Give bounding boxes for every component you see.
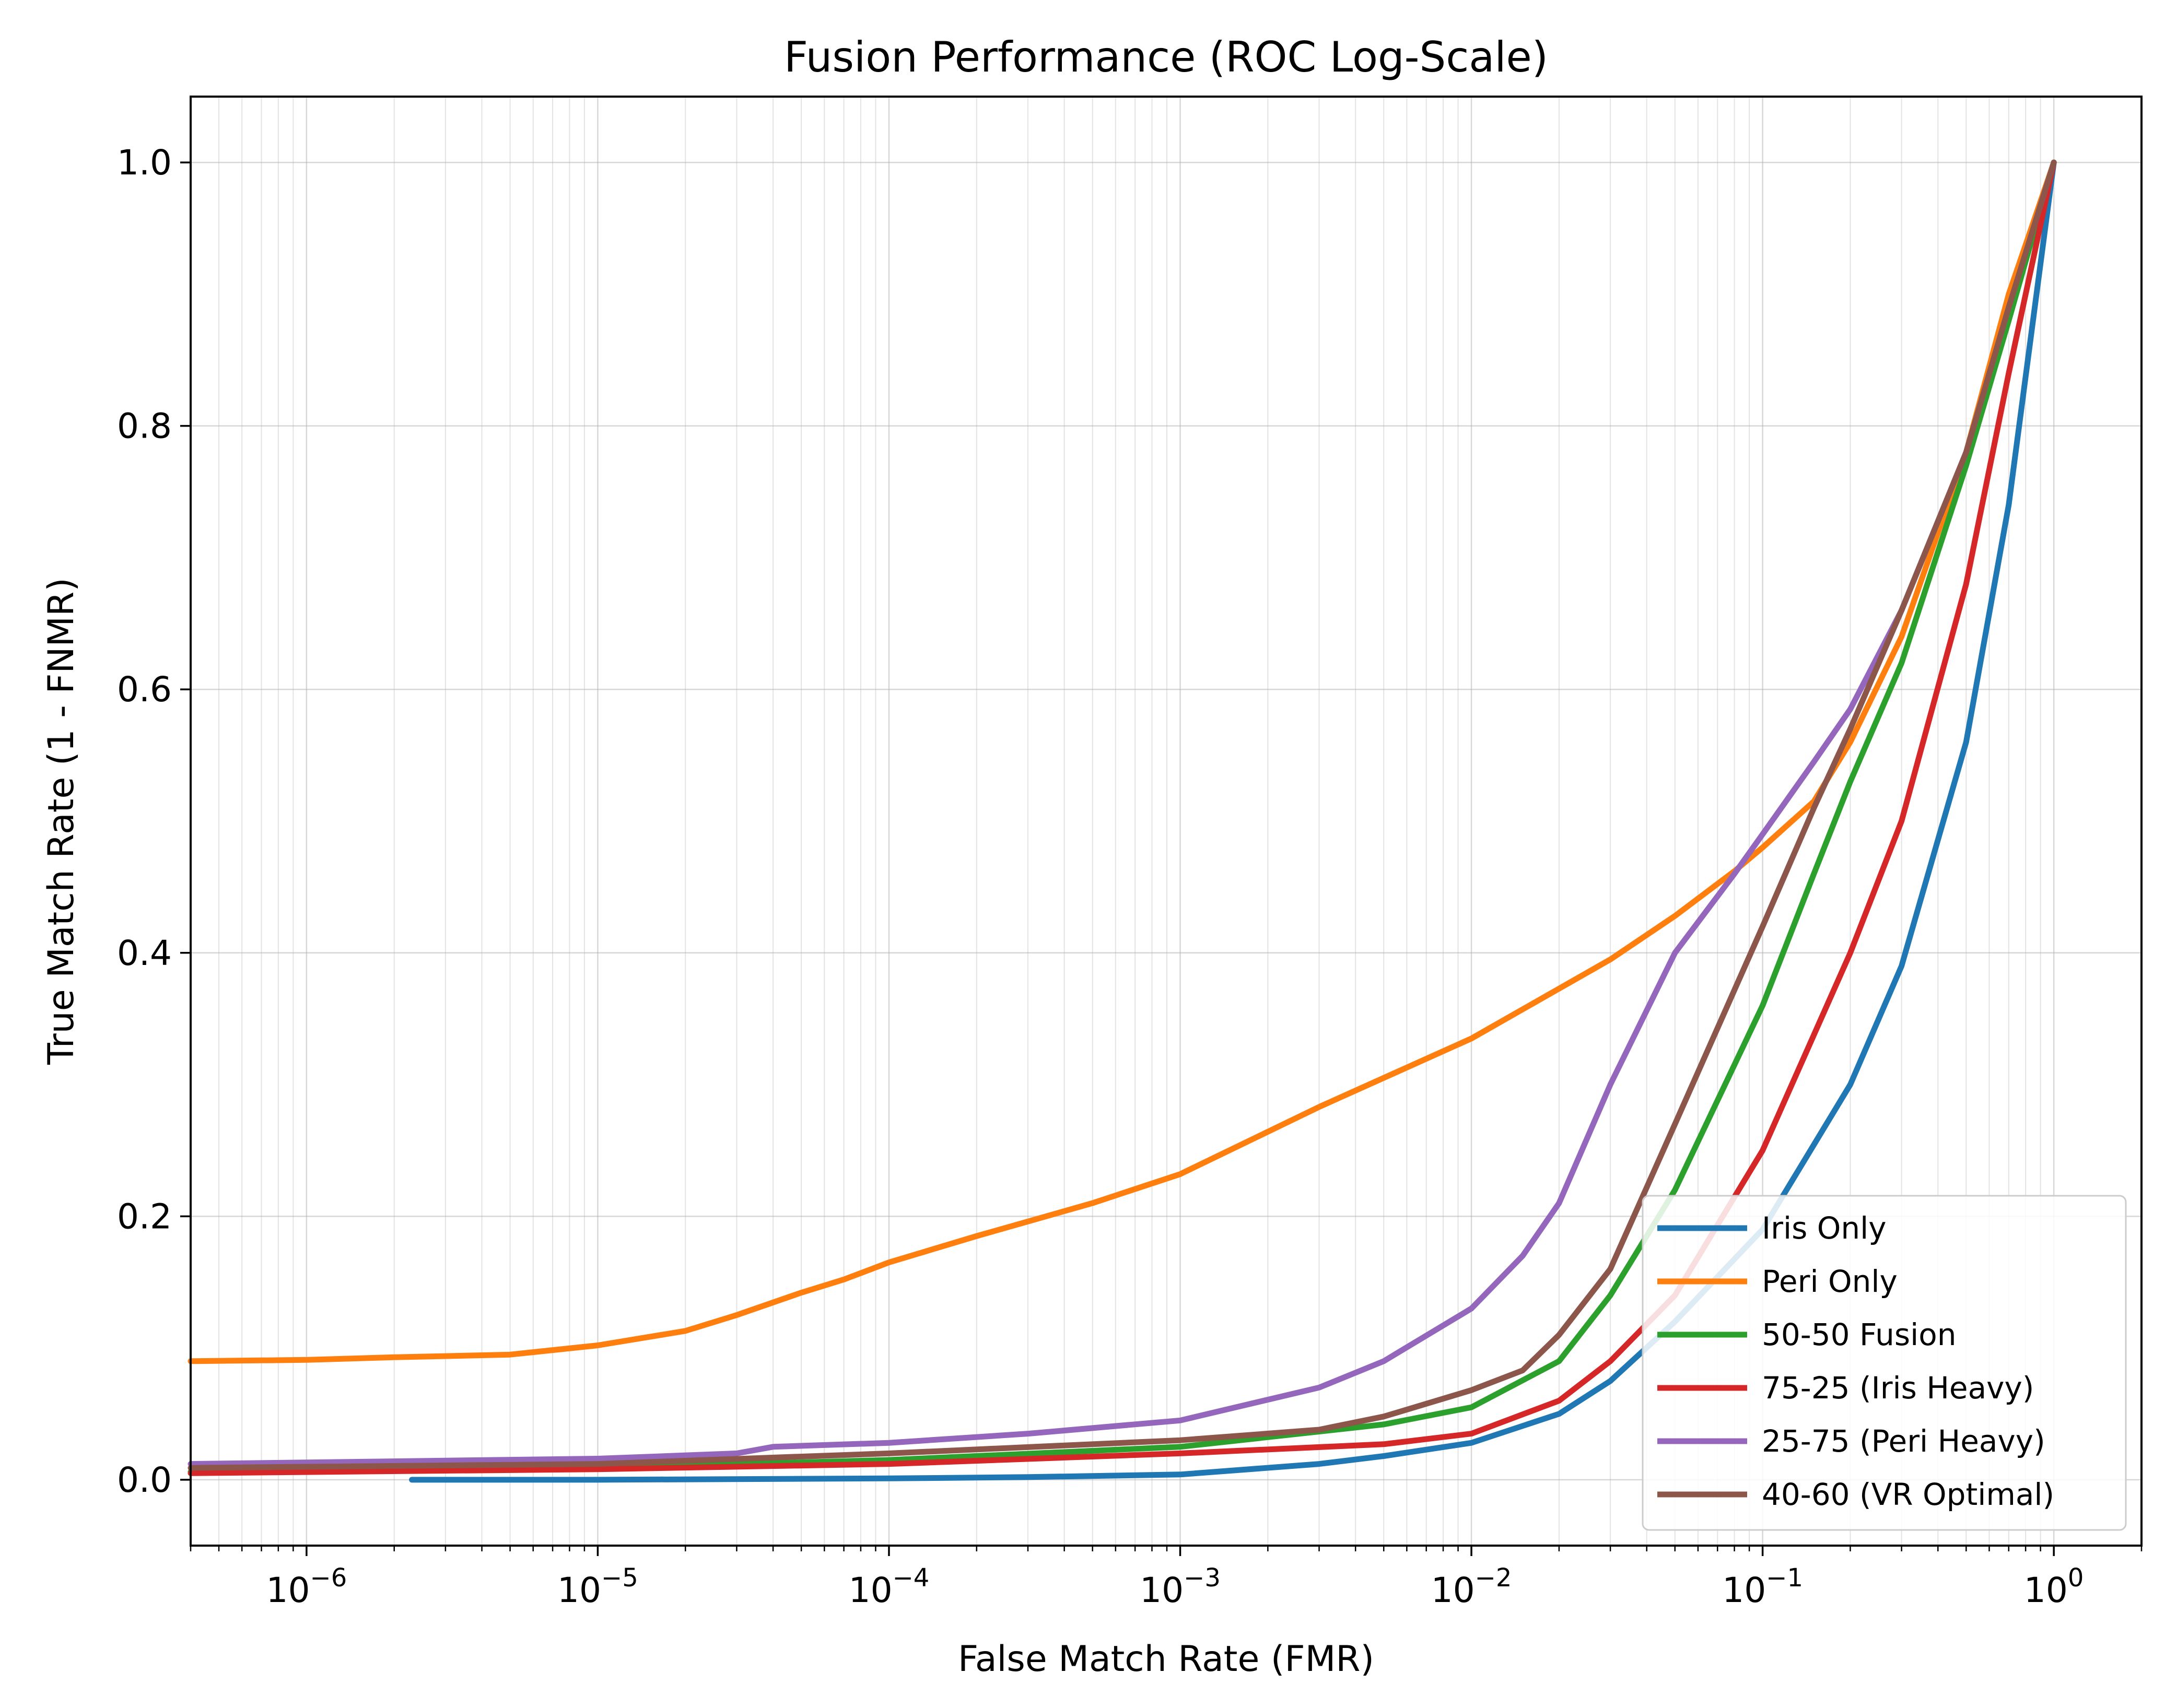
legend-label: 25-75 (Peri Heavy)	[1762, 1423, 2045, 1459]
y-tick-label: 1.0	[117, 143, 172, 183]
legend-box	[1642, 1195, 2127, 1531]
series-line-5	[188, 159, 2057, 1471]
x-axis-label: False Match Rate (FMR)	[958, 1639, 1374, 1680]
y-tick-label: 0.8	[117, 406, 172, 446]
x-tick-label: 10−4	[849, 1563, 930, 1610]
y-axis-label: True Match Rate (1 - FNMR)	[41, 578, 82, 1065]
legend-label: Peri Only	[1762, 1264, 1898, 1299]
grid	[190, 97, 2142, 1546]
legend-label: Iris Only	[1762, 1210, 1887, 1246]
chart-title: Fusion Performance (ROC Log-Scale)	[784, 33, 1548, 81]
axis-ticks: 10−6 10−5 10−4 10−3 10−2 10−1 100 0.0 0.2 0.4 0.6 0…	[117, 143, 2143, 1610]
plot-frame	[190, 96, 2143, 1547]
x-tick-label: 10−3	[1140, 1563, 1221, 1610]
x-tick-label: 10−6	[266, 1563, 347, 1610]
x-tick-label: 10−5	[557, 1563, 638, 1610]
y-tick-label: 0.6	[117, 669, 172, 710]
series-line-3	[188, 159, 2057, 1476]
legend-label: 50-50 Fusion	[1762, 1317, 1957, 1352]
series-line-4	[188, 159, 2057, 1467]
y-tick-label: 0.0	[117, 1460, 172, 1500]
x-tick-label: 10−2	[1431, 1563, 1512, 1610]
x-tick-label: 100	[2024, 1563, 2084, 1610]
x-tick-label: 10−1	[1722, 1563, 1803, 1610]
y-tick-label: 0.4	[117, 933, 172, 973]
series-line-0	[409, 159, 2057, 1483]
legend: Iris Only Peri Only 50-50 Fusion 75-25 (Iri…	[1642, 1195, 2127, 1531]
series-lines	[188, 159, 2057, 1483]
y-tick-label: 0.2	[117, 1196, 172, 1236]
legend-label: 75-25 (Iris Heavy)	[1762, 1370, 2034, 1406]
series-line-1	[188, 159, 2057, 1364]
legend-label: 40-60 (VR Optimal)	[1762, 1477, 2054, 1512]
